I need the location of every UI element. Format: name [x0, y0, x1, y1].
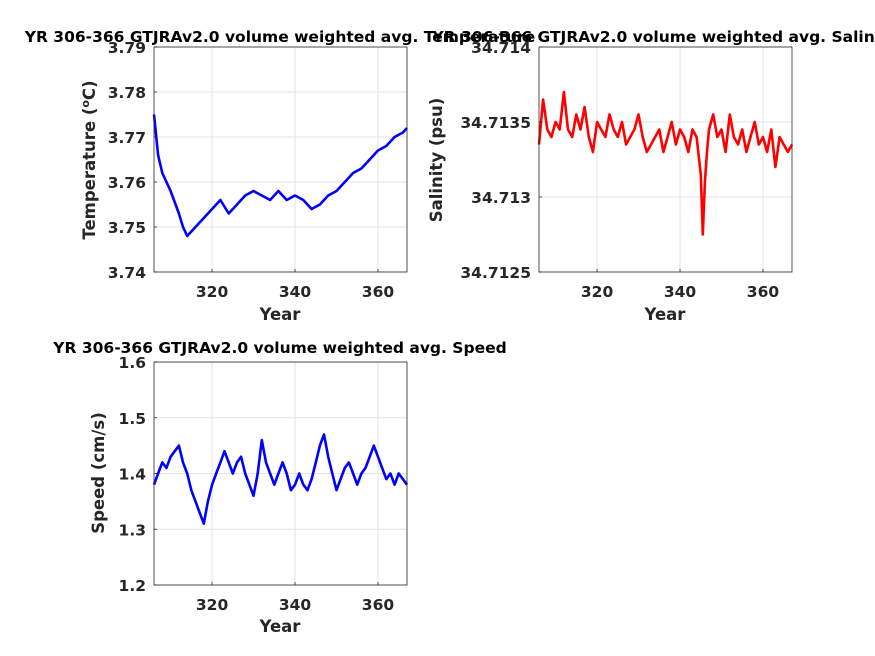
chart-title: YR 306-366 GTJRAv2.0 volume weighted avg…: [52, 339, 506, 357]
speed-panel: 320 340 360 1.2 1.3 1.4 1.5 1.6 YR 306-366 GTJR…: [52, 339, 506, 636]
series-line: [152, 433, 409, 526]
tick-layer: 320 340 360 3.74 3.75 3.76 3.77 3.78 3.79: [108, 39, 395, 301]
y-tick-label: 34.7135: [460, 114, 531, 132]
x-tick-label: 340: [664, 283, 697, 301]
axes-box: [153, 46, 408, 273]
y-axis-label: Temperature (oC): [79, 80, 100, 239]
tick-layer: 320 340 360 34.7125 34.713 34.7135 34.714: [460, 39, 779, 301]
x-tick-label: 320: [196, 283, 229, 301]
y-axis-label: Speed (cm/s): [89, 412, 108, 534]
series-layer: [152, 433, 409, 526]
x-tick-label: 340: [279, 283, 312, 301]
x-tick-label: 320: [581, 283, 614, 301]
salinity-panel: 320 340 360 34.7125 34.713 34.7135 34.714 YR 3…: [427, 28, 875, 324]
y-axis-label: Salinity (psu): [427, 98, 446, 223]
series-layer: [152, 114, 408, 238]
chart-title: YR 306-366 GTJRAv2.0 volume weighted avg…: [24, 28, 536, 46]
x-axis-label: Year: [644, 305, 687, 324]
y-tick-label: 3.74: [108, 264, 146, 282]
temperature-panel: 320 340 360 3.74 3.75 3.76 3.77 3.78 3.79 YR 306…: [24, 28, 536, 324]
y-tick-label: 3.75: [108, 219, 146, 237]
tick-layer: 320 340 360 1.2 1.3 1.4 1.5 1.6: [119, 354, 395, 614]
y-tick-label: 1.4: [119, 466, 147, 484]
x-tick-label: 360: [362, 596, 395, 614]
plot-background: [154, 47, 407, 272]
x-tick-label: 360: [747, 283, 780, 301]
y-tick-label: 1.3: [119, 521, 146, 539]
y-tick-label: 34.713: [471, 189, 531, 207]
x-axis-label: Year: [259, 617, 302, 636]
x-tick-label: 360: [362, 283, 395, 301]
series-layer: [537, 90, 794, 236]
y-tick-label: 3.78: [108, 84, 146, 102]
y-tick-label: 3.77: [108, 129, 146, 147]
x-tick-label: 340: [279, 596, 312, 614]
y-tick-label: 1.6: [119, 354, 146, 372]
y-tick-label: 3.79: [108, 39, 146, 57]
y-tick-label: 34.7125: [460, 264, 531, 282]
y-tick-label: 1.5: [119, 410, 146, 428]
series-line: [152, 114, 408, 238]
chart-title: YR 306-366 GTJRAv2.0 volume weighted avg…: [431, 28, 875, 46]
y-tick-label: 1.2: [119, 577, 146, 595]
axes-box: [538, 46, 793, 273]
x-axis-label: Year: [259, 305, 302, 324]
y-tick-label: 3.76: [108, 174, 146, 192]
x-tick-label: 320: [196, 596, 229, 614]
plot-background: [539, 47, 792, 272]
series-line: [537, 90, 794, 236]
y-tick-label: 34.714: [471, 39, 531, 57]
